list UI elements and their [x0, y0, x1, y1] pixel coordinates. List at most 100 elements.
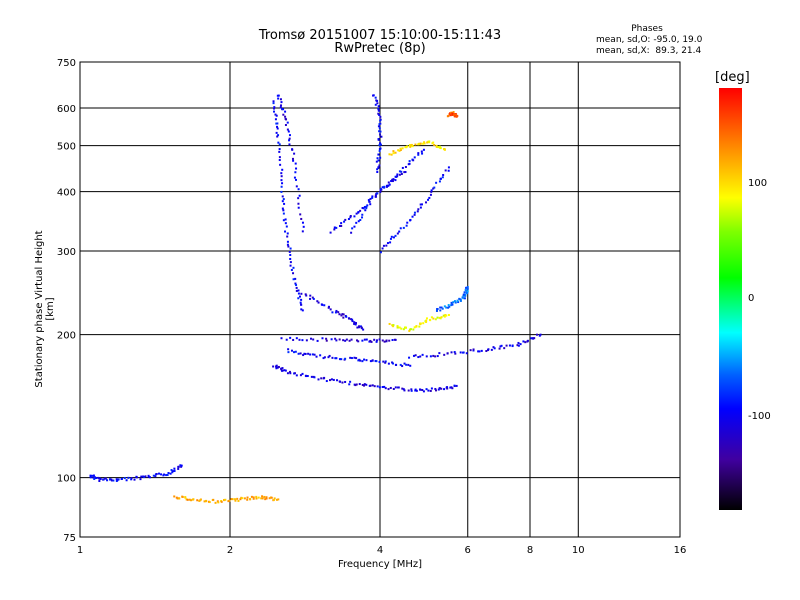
data-point	[415, 325, 418, 328]
data-point	[446, 352, 449, 355]
data-point	[290, 268, 293, 271]
data-point	[374, 103, 377, 106]
data-point	[416, 210, 419, 213]
data-point	[394, 234, 397, 237]
data-point	[281, 195, 284, 198]
data-point	[280, 179, 283, 182]
data-point	[301, 230, 304, 233]
data-point	[526, 339, 529, 342]
data-point	[295, 185, 298, 188]
data-point	[394, 179, 397, 182]
data-point	[408, 162, 411, 165]
data-point	[276, 366, 279, 369]
data-point	[178, 497, 181, 500]
data-point	[369, 360, 372, 363]
data-point	[379, 191, 382, 194]
data-point	[418, 143, 421, 146]
data-point	[284, 110, 287, 113]
data-point	[275, 114, 278, 117]
data-point	[493, 347, 496, 350]
data-point	[148, 476, 151, 479]
data-point	[282, 108, 285, 111]
data-point	[335, 357, 338, 360]
data-point	[298, 338, 301, 341]
data-point	[419, 203, 422, 206]
data-point	[374, 96, 377, 99]
data-point	[300, 292, 303, 295]
data-point	[428, 140, 431, 143]
y-tick-label: 750	[57, 58, 76, 69]
data-point	[302, 225, 305, 228]
data-point	[420, 203, 423, 206]
data-point	[477, 350, 480, 353]
data-point	[313, 353, 316, 356]
data-point	[275, 122, 278, 125]
data-point	[419, 142, 422, 145]
data-point	[288, 143, 291, 146]
data-point	[407, 363, 410, 366]
data-point	[342, 339, 345, 342]
data-point	[365, 205, 368, 208]
data-point	[298, 194, 301, 197]
data-point	[351, 318, 354, 321]
data-point	[462, 351, 465, 354]
data-point	[412, 354, 415, 357]
data-point	[344, 218, 347, 221]
data-point	[281, 367, 284, 370]
data-point	[341, 381, 344, 384]
data-point	[280, 368, 283, 371]
y-tick-label: 75	[63, 533, 76, 544]
data-point	[397, 149, 400, 152]
data-point	[357, 340, 360, 343]
data-point	[286, 243, 289, 246]
data-point	[427, 198, 430, 201]
data-point	[287, 348, 290, 351]
data-point	[355, 357, 358, 360]
data-point	[388, 183, 391, 186]
data-point	[371, 196, 374, 199]
data-point	[281, 168, 284, 171]
data-point	[353, 321, 356, 324]
plot-frame	[79, 61, 681, 538]
data-point	[294, 350, 297, 353]
stats-o: mean, sd,O: -95.0, 19.0	[596, 35, 703, 45]
data-point	[430, 316, 433, 319]
data-point	[338, 358, 341, 361]
data-point	[361, 360, 364, 363]
data-point	[372, 94, 375, 97]
data-point	[374, 195, 377, 198]
data-point	[439, 177, 442, 180]
data-point	[299, 213, 302, 216]
data-point	[385, 185, 388, 188]
data-point	[286, 240, 289, 243]
data-point	[284, 115, 287, 118]
data-point	[299, 352, 302, 355]
colorbar-tick: 100	[748, 178, 768, 189]
data-point	[485, 350, 488, 353]
data-point	[301, 309, 304, 312]
data-point	[415, 389, 418, 392]
data-point	[325, 380, 328, 383]
data-point	[378, 149, 381, 152]
data-point	[288, 139, 291, 142]
data-point	[283, 369, 286, 372]
data-point	[233, 498, 236, 501]
data-point	[378, 130, 381, 133]
data-point	[288, 250, 291, 253]
data-point	[450, 301, 453, 304]
data-point	[375, 339, 378, 342]
data-point	[265, 496, 268, 499]
data-point	[411, 215, 414, 218]
data-point	[179, 464, 182, 467]
data-point	[392, 324, 395, 327]
data-point	[287, 130, 290, 133]
x-tick-label: 16	[674, 545, 687, 556]
data-point	[123, 477, 126, 480]
data-point	[246, 498, 249, 501]
data-point	[388, 339, 391, 342]
data-point	[465, 352, 468, 355]
data-point	[321, 337, 324, 340]
data-point	[297, 188, 300, 191]
data-point	[297, 202, 300, 205]
data-point	[452, 301, 455, 304]
